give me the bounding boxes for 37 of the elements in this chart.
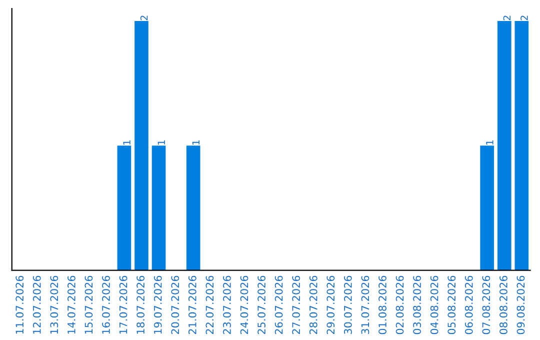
x-tick-label: 04.08.2026 (430, 276, 438, 334)
x-tick-label: 14.07.2026 (68, 276, 76, 334)
x-tick-label: 05.08.2026 (448, 276, 456, 334)
x-tick-label: 13.07.2026 (50, 276, 58, 334)
x-tick-label: 19.07.2026 (154, 276, 162, 334)
x-tick-label: 12.07.2026 (32, 276, 41, 334)
x-tick-label: 29.07.2026 (326, 276, 335, 334)
x-tick-label: 09.08.2026 (516, 276, 525, 334)
x-tick-label: 07.08.2026 (482, 276, 490, 334)
x-tick-label: 01.08.2026 (378, 276, 386, 334)
x-tick-label: 17.07.2026 (119, 276, 128, 334)
x-tick-label: 18.07.2026 (136, 276, 144, 334)
x-tick-label: 21.07.2026 (188, 276, 196, 334)
data-label: 2 (140, 16, 148, 20)
data-label: 1 (486, 140, 494, 145)
x-tick-label: 20.07.2026 (171, 276, 180, 334)
x-tick-label: 02.08.2026 (396, 276, 404, 334)
data-label: 1 (123, 140, 130, 145)
x-tick-label: 15.07.2026 (84, 276, 93, 334)
x-tick-label: 08.08.2026 (500, 276, 508, 334)
x-tick-label: 03.08.2026 (413, 276, 421, 334)
data-label: 1 (192, 140, 200, 145)
data-label: 2 (520, 16, 528, 20)
x-tick-label: 16.07.2026 (102, 276, 110, 334)
x-tick-label: 30.07.2026 (344, 276, 352, 334)
data-label: 2 (503, 16, 510, 20)
x-tick-label: 22.07.2026 (206, 276, 214, 334)
x-tick-label: 28.07.2026 (309, 276, 318, 334)
x-tick-label: 06.08.2026 (464, 276, 473, 334)
x-tick-label: 24.07.2026 (240, 276, 248, 334)
x-tick-label: 31.07.2026 (361, 276, 370, 334)
x-tick-label: 11.07.2026 (16, 276, 24, 334)
data-label: 1 (158, 140, 165, 145)
x-tick-label: 27.07.2026 (292, 276, 300, 334)
x-tick-label: 25.07.2026 (258, 276, 266, 334)
x-tick-label: 23.07.2026 (223, 276, 231, 334)
x-tick-label: 26.07.2026 (274, 276, 283, 334)
